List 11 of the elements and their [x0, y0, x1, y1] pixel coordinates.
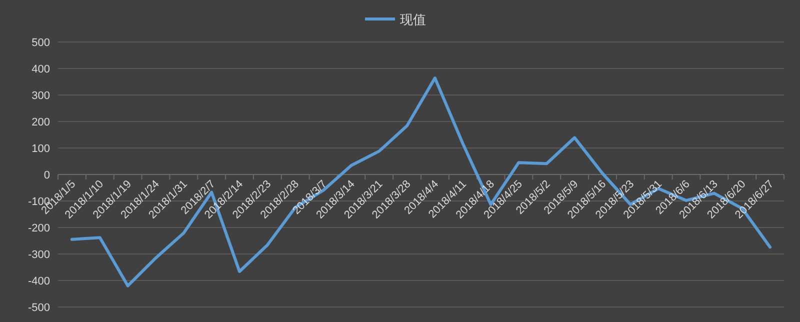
- y-tick-label: 0: [44, 170, 50, 182]
- y-tick-label: -500: [28, 302, 50, 314]
- y-tick-label: 500: [32, 37, 50, 49]
- y-tick-label: -200: [28, 222, 50, 234]
- y-tick-label: 200: [32, 116, 50, 128]
- y-tick-label: 100: [32, 143, 50, 155]
- y-tick-label: -300: [28, 249, 50, 261]
- y-tick-label: 400: [32, 64, 50, 76]
- y-tick-label: 300: [32, 90, 50, 102]
- legend-label: 现值: [400, 13, 426, 28]
- y-tick-label: -400: [28, 276, 50, 288]
